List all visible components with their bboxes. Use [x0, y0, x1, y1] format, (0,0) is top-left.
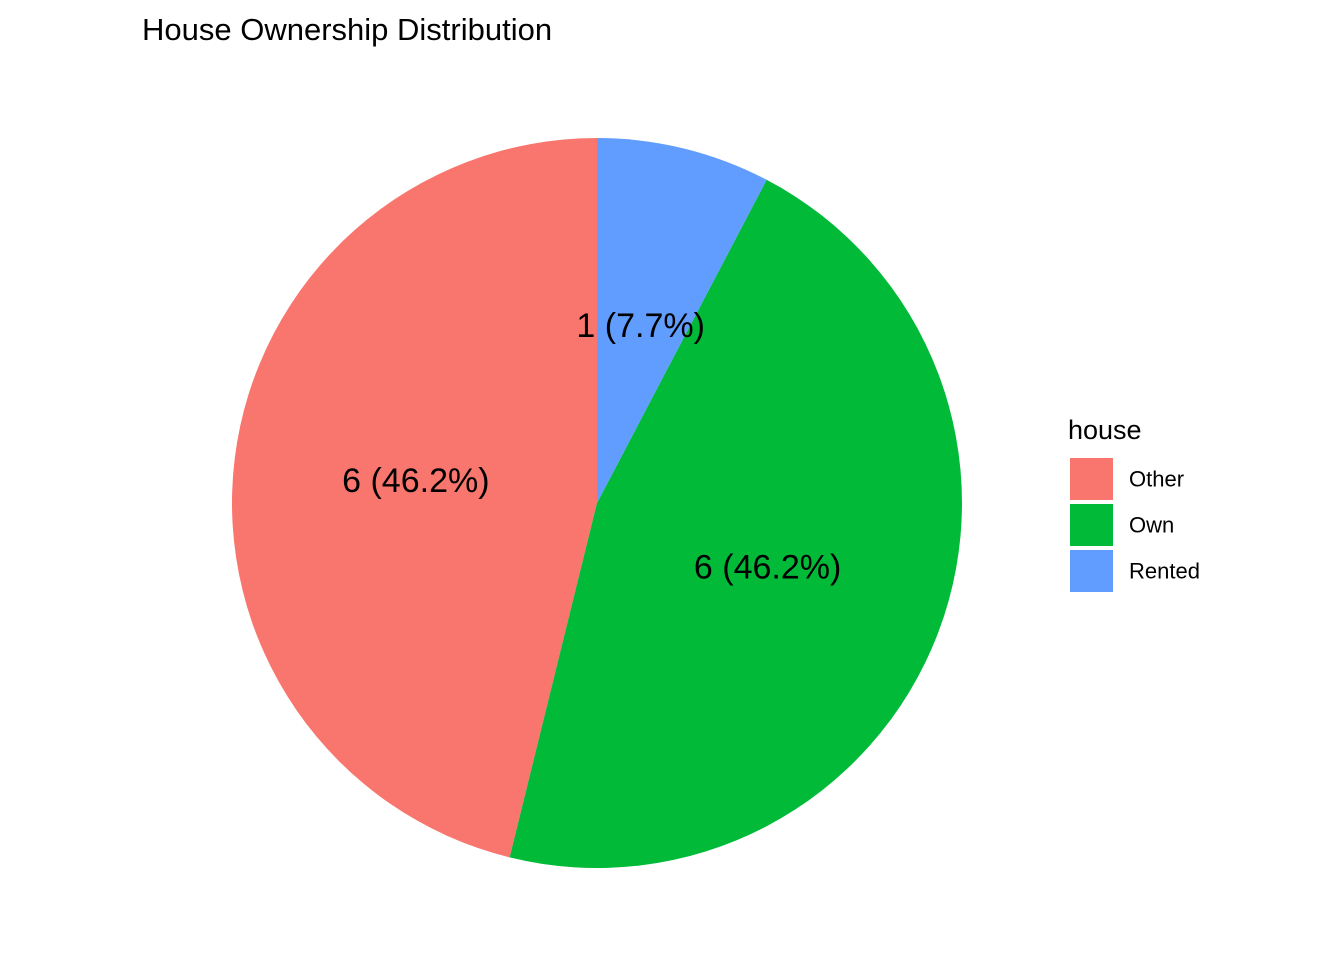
legend-label-own: Own [1129, 513, 1174, 538]
slice-labels: 6 (46.2%) 6 (46.2%) 1 (7.7%) [342, 307, 841, 587]
pie-slice-rented [597, 138, 767, 503]
legend-key-own [1070, 504, 1113, 546]
legend-label-other: Other [1129, 467, 1184, 492]
legend-title: house [1068, 415, 1142, 445]
pie [232, 138, 963, 869]
pie-slice-own [509, 179, 963, 869]
legend: house Other Own Rented [1068, 415, 1200, 592]
chart-title: House Ownership Distribution [142, 12, 552, 47]
legend-key-other [1070, 458, 1113, 500]
slice-label-own: 6 (46.2%) [694, 549, 841, 587]
slice-label-other: 6 (46.2%) [342, 462, 489, 500]
legend-label-rented: Rented [1129, 559, 1200, 584]
pie-slice-other [232, 138, 598, 858]
legend-key-rented [1070, 550, 1113, 592]
slice-label-rented: 1 (7.7%) [576, 307, 705, 345]
